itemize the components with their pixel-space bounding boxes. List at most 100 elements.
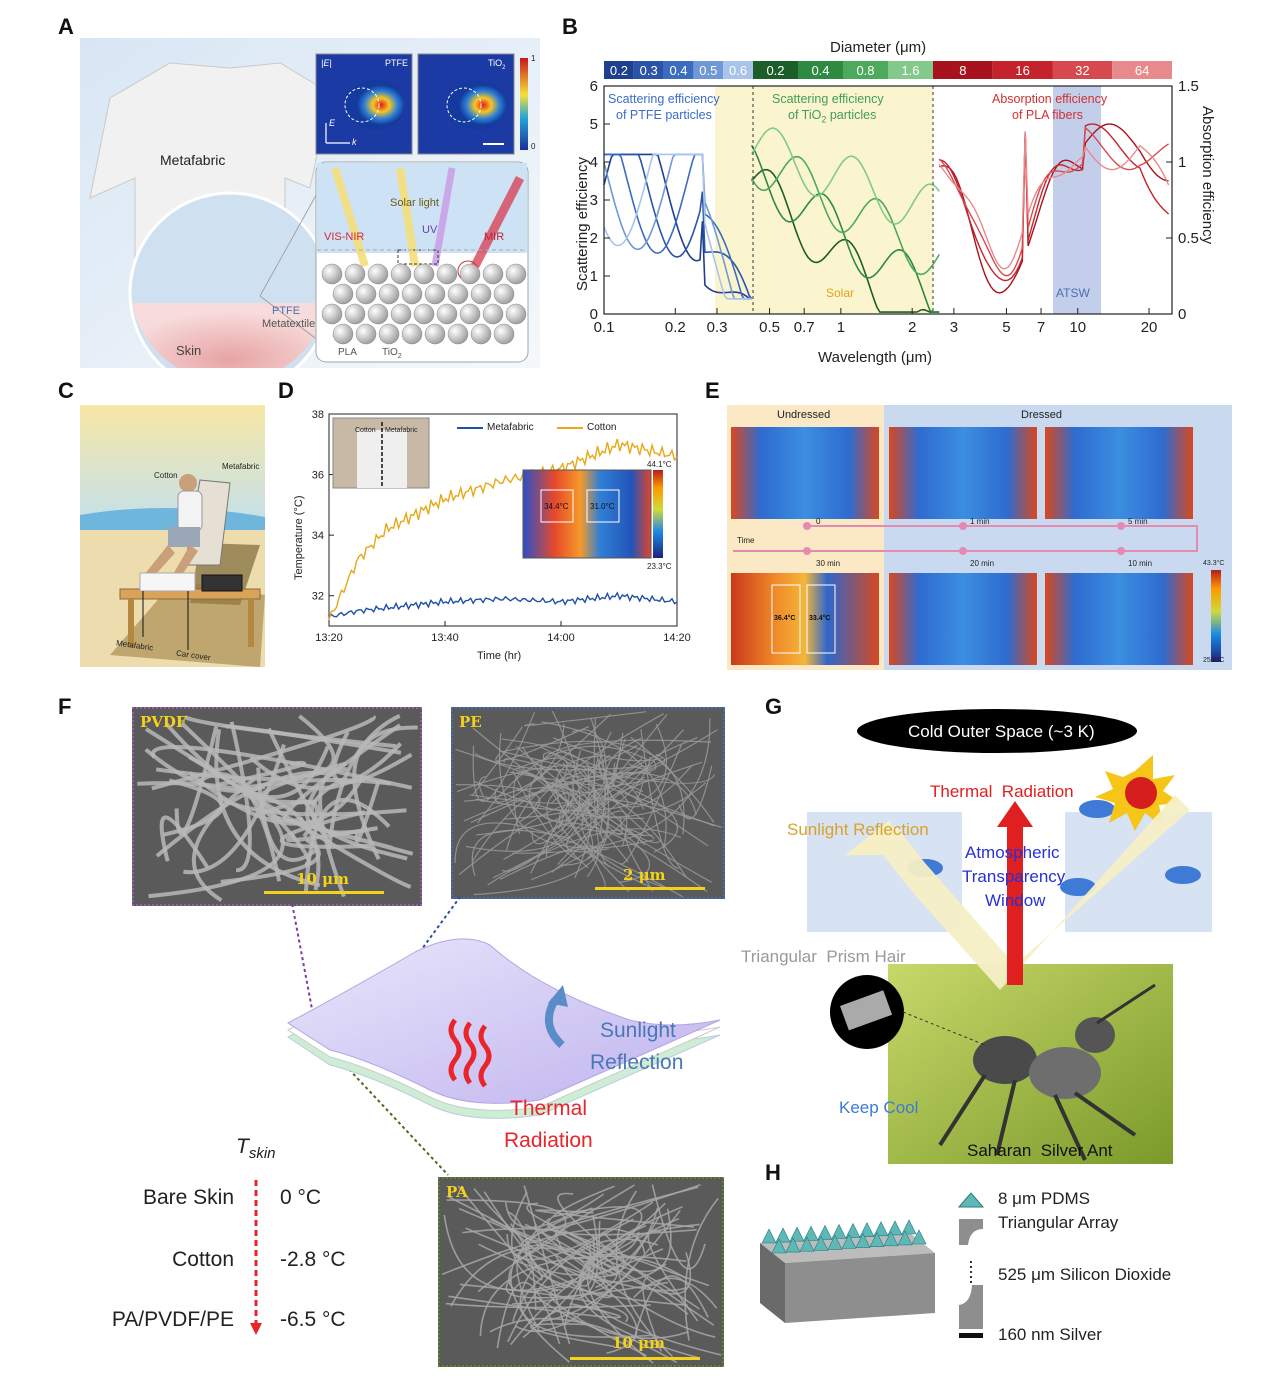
pa-scale-label: 10 μm: [612, 1334, 665, 1352]
fiber: [327, 713, 401, 850]
y-right-tick-label: 1: [1178, 154, 1186, 171]
fiber: [458, 1207, 618, 1276]
visnir-label: VIS-NIR: [324, 231, 365, 243]
pe-scale-label: 2 μm: [623, 866, 666, 884]
y-right-tick-label: 1.5: [1178, 78, 1199, 95]
wavelength-xlabel: Wavelength (μm): [818, 349, 932, 366]
sphere: [355, 323, 377, 345]
sphere: [447, 323, 469, 345]
time-5min: 5 min: [1128, 517, 1148, 526]
y-right-tick-label: 0.5: [1178, 230, 1199, 247]
fiber: [515, 745, 661, 844]
time-xlabel: Time (hr): [477, 650, 522, 662]
fiber: [214, 728, 321, 888]
pla-annotation-1: Absorption efficiency: [992, 92, 1108, 106]
atsw-band-label: ATSW: [1056, 286, 1090, 300]
d-y-tick-label: 38: [312, 409, 324, 421]
fiber: [530, 754, 611, 874]
sphere: [355, 283, 377, 305]
x-tick-label: 0.1: [594, 319, 615, 336]
beach-scene-illustration: [80, 405, 265, 667]
panel-g: Cold Outer Space (~3 K) Thermal Radiatio…: [735, 705, 1235, 1170]
fiber: [303, 797, 391, 893]
sphere: [470, 283, 492, 305]
fiber: [513, 757, 568, 792]
fiber: [532, 713, 664, 811]
fiber: [535, 1209, 695, 1228]
fiber: [557, 810, 628, 865]
sphere: [390, 303, 412, 325]
sphere: [493, 283, 515, 305]
pdms-triangle: [897, 1230, 913, 1246]
ptfe-efficiency-curve: [604, 153, 753, 300]
x-tick-label: 7: [1037, 319, 1045, 336]
y-left-tick-label: 0: [590, 306, 598, 323]
panel-f: PVDF 10 μm PE 2 μm PA 10 μm: [70, 705, 740, 1367]
time-1min: 1 min: [970, 517, 990, 526]
e-axis-label: E: [329, 118, 336, 128]
y-right-tick-label: 0: [1178, 306, 1186, 323]
diameter-band: [723, 61, 753, 79]
tio2-bottom-label: TiO2: [382, 347, 402, 360]
fiber: [593, 718, 610, 868]
pdms-triangle: [869, 1232, 885, 1248]
solar-band-label: Solar: [826, 286, 855, 300]
diameter-band: [888, 61, 933, 79]
sphere: [413, 263, 435, 285]
fiber: [630, 736, 715, 823]
silver-label: 160 nm Silver: [998, 1325, 1102, 1344]
sphere: [447, 283, 469, 305]
fiber: [620, 744, 682, 865]
y-left-tick-label: 4: [590, 154, 598, 171]
sphere: [390, 263, 412, 285]
ptfe-annotation-2: of PTFE particles: [616, 108, 712, 122]
pdms-structure-illustration: [760, 1192, 985, 1338]
thermal-sequence: [727, 405, 1232, 670]
d-x-tick-label: 14:20: [663, 632, 691, 644]
fiber: [174, 725, 219, 836]
d-y-tick-label: 36: [312, 470, 324, 482]
ptfe-efficiency-curve: [604, 153, 752, 300]
row-bare-skin-label: Bare Skin: [142, 1186, 234, 1209]
pe-scale-bar: [595, 887, 705, 890]
fiber: [615, 1190, 674, 1358]
fiber: [510, 1207, 593, 1363]
pvdf-scale-bar: [264, 891, 384, 894]
colorbar-min-d: 23.3°C: [647, 562, 672, 571]
tio2-annotation-2: of TiO2 particles: [788, 108, 877, 125]
pa-sem-image: PA 10 μm: [438, 1177, 724, 1367]
k-axis-label: k: [352, 137, 357, 147]
colorbar-max: 1: [531, 54, 536, 63]
diameter-tick: 0.2: [610, 63, 628, 78]
diameter-tick: 0.2: [766, 63, 784, 78]
pdms-triangle: [873, 1221, 889, 1237]
fiber: [256, 767, 318, 862]
x-tick-label: 2: [908, 319, 916, 336]
time-10min: 10 min: [1128, 559, 1153, 568]
panel-h: 8 μm PDMS Triangular Array 525 μm Silico…: [750, 1185, 1230, 1365]
fiber: [499, 732, 654, 849]
fiber: [464, 723, 565, 802]
sphere: [505, 303, 527, 325]
tio2-efficiency-curve: [750, 127, 940, 225]
temperature-ylabel: Temperature (°C): [293, 495, 305, 580]
time-0: 0: [816, 517, 821, 526]
pe-label: PE: [459, 713, 482, 731]
pa-label: PA: [446, 1183, 468, 1201]
fiber: [478, 775, 486, 797]
fiber: [516, 1244, 595, 1333]
metafabric-label-c: Metafabric: [222, 462, 260, 471]
fiber: [633, 1277, 718, 1309]
sunlight-reflection-2: Reflection: [590, 1051, 684, 1074]
fiber: [496, 1281, 561, 1349]
time-20min: 20 min: [970, 559, 995, 568]
fiber: [473, 813, 609, 896]
thermal-right-temp: 31.0°C: [590, 502, 615, 511]
skin-label: Skin: [176, 343, 202, 358]
sphere: [344, 303, 366, 325]
pdms-triangle: [803, 1225, 819, 1241]
fiber: [474, 752, 652, 771]
fiber: [520, 1186, 699, 1247]
fiber: [635, 790, 678, 853]
absorption-ylabel: Absorption efficiency: [1199, 106, 1216, 245]
